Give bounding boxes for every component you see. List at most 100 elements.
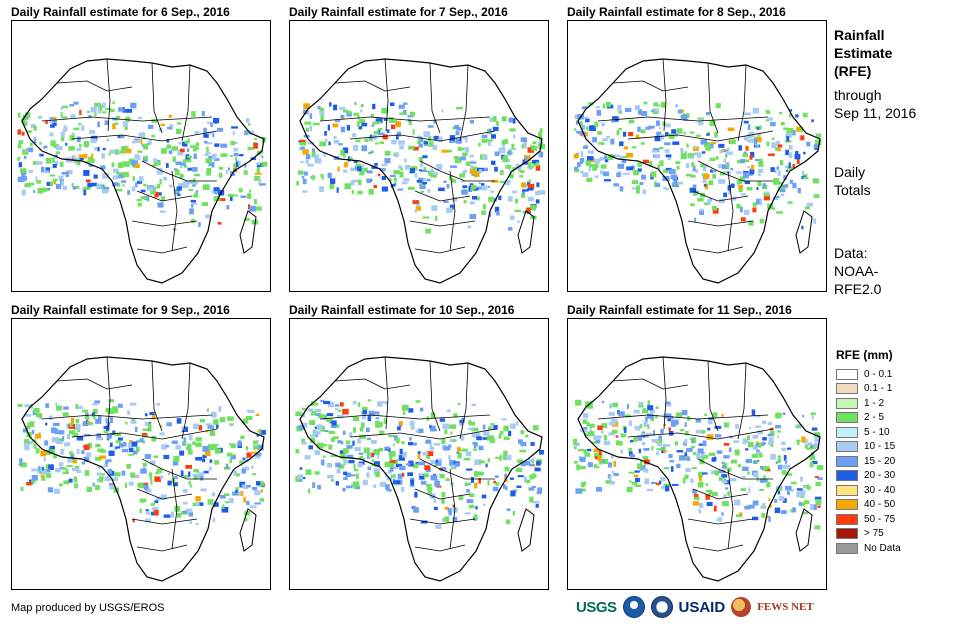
- rainfall-map: [11, 20, 271, 292]
- legend-label: 40 - 50: [864, 499, 896, 511]
- side-totals: Daily Totals: [834, 163, 871, 199]
- country-border: [349, 130, 496, 142]
- map-credit: Map produced by USGS/EROS: [11, 602, 165, 614]
- legend-swatch: [836, 484, 858, 496]
- country-border: [597, 116, 769, 122]
- through-label: through: [834, 87, 882, 103]
- country-border: [409, 518, 476, 525]
- legend-swatch: [836, 397, 858, 409]
- country-border: [459, 64, 469, 142]
- country-border: [692, 544, 744, 552]
- legend-label: 2 - 5: [864, 412, 885, 424]
- legend-swatch: [836, 528, 858, 540]
- country-border: [737, 362, 747, 440]
- country-border: [71, 130, 218, 142]
- country-border: [106, 356, 111, 430]
- side-title: Rainfall Estimate (RFE): [834, 26, 892, 80]
- legend-item: 20 - 30: [836, 469, 901, 484]
- coastline: [299, 356, 543, 582]
- country-border: [384, 58, 389, 132]
- madagascar-outline: [517, 508, 535, 552]
- country-border: [131, 220, 198, 227]
- rainfall-pattern: [295, 399, 544, 529]
- side-title-line: (RFE): [834, 63, 872, 79]
- madagascar-outline: [239, 210, 257, 254]
- country-border: [334, 378, 411, 390]
- legend-item: No Data: [836, 541, 901, 556]
- madagascar-outline: [795, 508, 813, 552]
- country-border: [414, 544, 466, 552]
- country-border: [181, 64, 191, 142]
- country-border: [687, 220, 754, 227]
- country-border: [41, 414, 213, 420]
- country-border: [319, 414, 491, 420]
- coastline: [577, 58, 821, 284]
- legend-label: 15 - 20: [864, 455, 896, 467]
- fews-net-logo: FEWS NET: [757, 601, 814, 613]
- coastline: [299, 58, 543, 284]
- country-border: [449, 468, 456, 550]
- country-border: [171, 170, 178, 252]
- country-border: [171, 468, 178, 550]
- legend-label: 50 - 75: [864, 513, 896, 525]
- country-border: [687, 518, 754, 525]
- country-border: [319, 116, 491, 122]
- country-border: [136, 488, 193, 500]
- legend-item: 15 - 20: [836, 454, 901, 469]
- through-date: Sep 11, 2016: [834, 105, 917, 121]
- legend-item: > 75: [836, 527, 901, 542]
- legend-item: 2 - 5: [836, 411, 901, 426]
- data-line: RFE2.0: [834, 281, 882, 297]
- panel-title: Daily Rainfall estimate for 8 Sep., 2016: [567, 5, 786, 19]
- panel-title: Daily Rainfall estimate for 7 Sep., 2016: [289, 5, 508, 19]
- totals-line: Totals: [834, 182, 871, 198]
- country-border: [414, 246, 466, 254]
- country-border: [737, 64, 747, 142]
- legend-item: 0 - 0.1: [836, 367, 901, 382]
- country-border: [662, 356, 667, 430]
- side-through: through Sep 11, 2016: [834, 86, 916, 122]
- country-border: [56, 80, 133, 92]
- country-border: [697, 160, 773, 182]
- legend-swatch: [836, 368, 858, 380]
- country-border: [151, 360, 163, 432]
- country-border: [131, 518, 198, 525]
- legend-swatch: [836, 412, 858, 424]
- state-seal-icon: [650, 596, 673, 618]
- africa-map: [573, 58, 822, 284]
- usaid-logo: USAID: [678, 598, 726, 616]
- usgs-logo: USGS: [576, 598, 617, 616]
- rainfall-map: [289, 318, 549, 590]
- country-border: [71, 428, 218, 440]
- rainfall-panel-4: Daily Rainfall estimate for 9 Sep., 2016: [11, 302, 273, 590]
- side-title-line: Rainfall: [834, 27, 885, 43]
- legend-title: RFE (mm): [836, 348, 893, 362]
- country-border: [727, 170, 734, 252]
- panel-title: Daily Rainfall estimate for 10 Sep., 201…: [289, 303, 515, 317]
- country-border: [414, 190, 471, 202]
- country-border: [56, 378, 133, 390]
- legend-label: 20 - 30: [864, 470, 896, 482]
- country-border: [334, 80, 411, 92]
- legend: 0 - 0.1 0.1 - 1 1 - 2 2 - 5 5 - 10 10 - 15 15 …: [836, 367, 901, 556]
- legend-label: 1 - 2: [864, 397, 885, 409]
- country-border: [707, 62, 719, 134]
- rainfall-map: [567, 20, 827, 292]
- africa-map: [17, 58, 268, 284]
- legend-label: 30 - 40: [864, 484, 896, 496]
- rainfall-pattern: [573, 101, 822, 230]
- rainfall-pattern: [17, 399, 266, 525]
- country-border: [697, 458, 773, 480]
- legend-item: 1 - 2: [836, 396, 901, 411]
- country-border: [727, 468, 734, 550]
- country-border: [429, 360, 441, 432]
- country-border: [662, 58, 667, 132]
- rainfall-panel-5: Daily Rainfall estimate for 10 Sep., 201…: [289, 302, 551, 590]
- totals-line: Daily: [834, 164, 866, 180]
- noaa-logo-icon: [622, 596, 645, 618]
- data-line: Data:: [834, 245, 868, 261]
- data-line: NOAA-: [834, 263, 879, 279]
- country-border: [627, 428, 774, 440]
- country-border: [136, 190, 193, 202]
- coastline: [21, 58, 265, 284]
